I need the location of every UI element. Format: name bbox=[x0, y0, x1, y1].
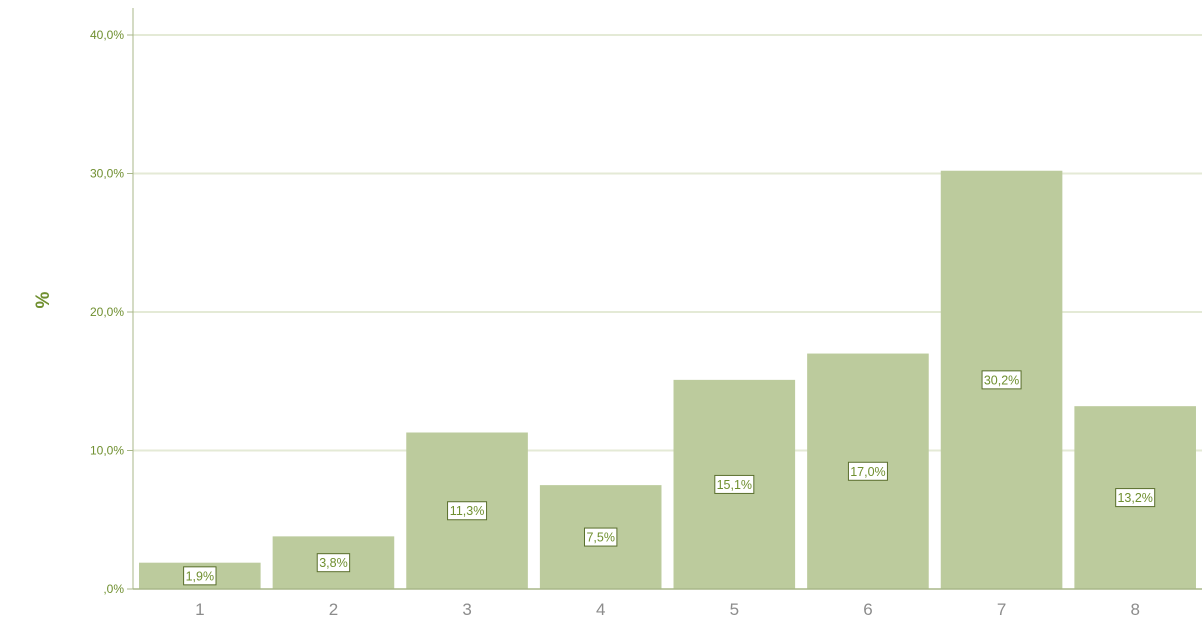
data-label-text: 17,0% bbox=[850, 465, 885, 479]
data-label-text: 13,2% bbox=[1117, 491, 1152, 505]
data-label-8: 13,2% bbox=[1115, 488, 1156, 508]
y-tick-label: 20,0% bbox=[90, 305, 124, 319]
data-label-box bbox=[583, 527, 618, 547]
data-label-box bbox=[447, 501, 488, 521]
data-label-box bbox=[316, 553, 351, 573]
data-label-2: 3,8% bbox=[316, 553, 351, 573]
axis-layer bbox=[132, 8, 1202, 590]
data-label-box bbox=[1115, 488, 1156, 508]
data-label-text: 30,2% bbox=[984, 373, 1019, 387]
bar-layer bbox=[139, 170, 1196, 590]
x-tick-label: 3 bbox=[462, 600, 471, 619]
y-axis-title: % bbox=[33, 291, 54, 308]
data-label-text: 1,9% bbox=[186, 569, 215, 583]
data-label-box bbox=[981, 370, 1022, 390]
data-label-text: 7,5% bbox=[586, 531, 615, 545]
x-tick-label: 1 bbox=[195, 600, 204, 619]
y-tick-label: ,0% bbox=[103, 582, 124, 596]
data-label-3: 11,3% bbox=[447, 501, 488, 521]
y-tick-label: 30,0% bbox=[90, 167, 124, 181]
y-tick-label: 10,0% bbox=[90, 444, 124, 458]
x-tick-label: 6 bbox=[863, 600, 872, 619]
x-tick-label: 5 bbox=[730, 600, 739, 619]
data-label-box bbox=[847, 461, 888, 481]
x-tick-label: 7 bbox=[997, 600, 1006, 619]
data-label-6: 17,0% bbox=[847, 461, 888, 481]
data-label-box bbox=[714, 474, 755, 494]
x-tick-label: 2 bbox=[329, 600, 338, 619]
data-label-text: 15,1% bbox=[717, 478, 752, 492]
data-label-5: 15,1% bbox=[714, 474, 755, 494]
data-label-text: 3,8% bbox=[319, 556, 348, 570]
grid-layer: ,0% 10,0% 20,0% 30,0% 40,0% bbox=[90, 28, 1202, 596]
x-tick-label: 4 bbox=[596, 600, 605, 619]
label-layer: 1,9% 1 3,8% 2 11,3% 3 7,5% 4 15,1% 5 17,0% 6 30,2% 7 1… bbox=[183, 370, 1156, 619]
data-label-1: 1,9% bbox=[183, 566, 217, 586]
data-label-4: 7,5% bbox=[583, 527, 618, 547]
data-label-7: 30,2% bbox=[981, 370, 1022, 390]
x-tick-label: 8 bbox=[1130, 600, 1139, 619]
y-tick-label: 40,0% bbox=[90, 28, 124, 42]
data-label-text: 11,3% bbox=[450, 504, 485, 518]
data-label-box bbox=[183, 566, 217, 586]
